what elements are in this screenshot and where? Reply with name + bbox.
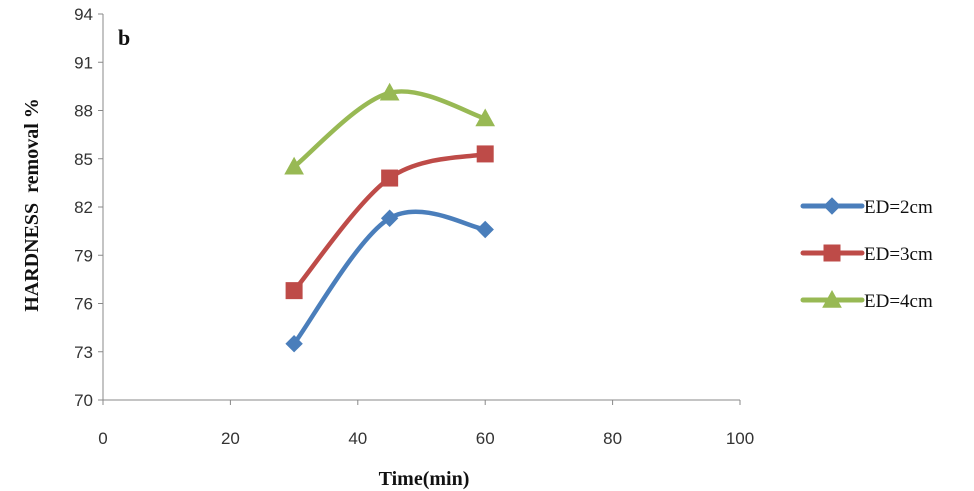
legend-item: ED=3cm [800,244,933,265]
data-point [285,282,303,300]
series-ED=4cm [284,82,496,175]
x-tick-label: 80 [603,429,622,448]
x-axis-title: Time(min) [379,468,470,490]
legend-label: ED=3cm [864,244,933,265]
y-tick-label: 88 [74,102,93,121]
legend-marker [823,197,841,215]
y-axis-title: HARDNESS removal % [21,98,43,312]
y-tick-label: 85 [74,150,93,169]
y-tick-label: 91 [74,53,93,72]
series-ED=3cm [285,145,494,300]
series-layer [284,82,496,353]
data-point [381,169,399,187]
x-tick-label: 100 [726,429,754,448]
x-ticks: 0 20 40 60 80 100 [98,400,754,448]
data-point [379,82,400,101]
y-ticks: 70 73 76 79 82 85 88 91 94 [74,5,103,410]
legend: ED=2cm ED=3cm ED=4cm [800,197,933,312]
legend-item: ED=2cm [800,197,933,218]
y-tick-label: 76 [74,295,93,314]
data-point [476,145,494,163]
series-ED=2cm [285,209,494,353]
data-point [476,220,494,239]
x-tick-label: 0 [98,429,107,448]
data-point [380,209,399,227]
x-tick-label: 40 [348,429,367,448]
y-tick-label: 79 [74,246,93,265]
legend-marker [823,244,841,262]
data-point [285,335,303,353]
data-point [475,108,496,127]
y-tick-label: 70 [74,391,93,410]
axes [102,14,740,401]
x-tick-label: 60 [476,429,495,448]
legend-marker [822,289,842,308]
y-tick-label: 82 [74,198,93,217]
y-tick-label: 73 [74,343,93,362]
x-tick-label: 20 [221,429,240,448]
legend-label: ED=4cm [864,291,933,312]
series-line [291,209,488,346]
panel-label: b [118,25,130,50]
data-point [284,156,304,175]
legend-item: ED=4cm [800,289,933,312]
y-tick-label: 94 [74,5,93,24]
legend-label: ED=2cm [864,197,933,218]
